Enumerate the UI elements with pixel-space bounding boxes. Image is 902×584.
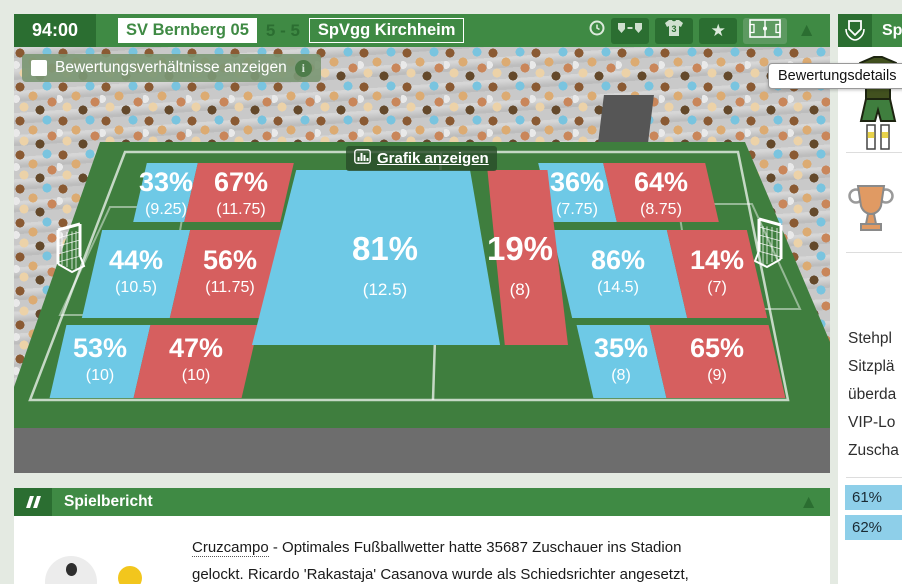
goal-left	[50, 220, 90, 276]
report-line-2: gelockt. Ricardo 'Rakastaja' Casanova wu…	[192, 566, 689, 583]
report-header: Spielbericht ▲	[14, 488, 830, 516]
show-graph-button[interactable]: Grafik anzeigen	[346, 146, 497, 171]
show-graph-label: Grafik anzeigen	[377, 150, 489, 167]
pitch-view-button[interactable]	[743, 17, 788, 44]
home-team-name: SV Bernberg 05	[118, 18, 257, 43]
sidebar-title: Sp	[882, 21, 902, 39]
star-icon: ★	[710, 21, 726, 40]
shields-icon	[617, 21, 643, 40]
collapse-panel-icon[interactable]: ▲	[797, 20, 816, 41]
zone-center	[252, 170, 568, 345]
divider	[846, 252, 902, 253]
jersey-number: 3	[672, 24, 677, 34]
stat-label-standing: Stehpl	[848, 330, 892, 347]
lineup-button[interactable]: 3	[655, 17, 694, 44]
divider	[846, 477, 902, 478]
zone-stat: 14% (7)	[689, 245, 745, 297]
stat-label-seats: Sitzplä	[848, 358, 895, 375]
bar-chart-icon	[354, 148, 371, 169]
zone-stat: 44% (10.5)	[108, 245, 164, 297]
info-icon[interactable]: i	[294, 59, 312, 77]
report-title: Spielbericht	[64, 493, 153, 510]
percent-badge: 62%	[845, 515, 902, 540]
trophy-icon	[848, 180, 894, 239]
divider	[846, 152, 902, 153]
zone-stat: 47% (10)	[168, 333, 224, 385]
match-clock: 94:00	[14, 14, 96, 47]
tooltip: Bewertungsdetails	[768, 63, 902, 89]
weather-sun-icon	[118, 566, 142, 584]
zone-stat: 33% (9.25)	[138, 167, 194, 219]
right-sidebar: Sp Stehpl Sitzplä überda VIP-Lo Zuscha 6…	[838, 14, 902, 584]
zone-stat: 53% (10)	[72, 333, 128, 385]
zone-stat: 36% (7.75)	[549, 167, 605, 219]
shield-icon	[838, 14, 872, 47]
stat-label-attendance: Zuscha	[848, 442, 899, 459]
zone-stat: 67% (11.75)	[213, 167, 269, 219]
result-button[interactable]	[611, 17, 650, 44]
clock-icon	[589, 20, 605, 41]
report-line-1: Cruzcampo - Optimales Fußballwetter hatt…	[192, 539, 682, 557]
stadium-wall	[14, 428, 830, 473]
scoreboard-bar: 94:00 SV Bernberg 05 5 - 5 SpVgg Kirchhe…	[14, 14, 830, 47]
percent-badge: 61%	[845, 485, 902, 510]
zone-stat: 65% (9)	[689, 333, 745, 385]
report-collapse-icon[interactable]: ▲	[799, 491, 818, 513]
match-score: 5 - 5	[265, 20, 300, 40]
zone-stat: 86% (14.5)	[590, 245, 646, 297]
sidebar-header: Sp	[838, 14, 902, 47]
goal-right	[749, 215, 789, 271]
quote-icon	[14, 488, 52, 516]
report-avatar	[45, 556, 97, 584]
ratings-checkbox-row: Bewertungsverhältnisse anzeigen i	[22, 54, 321, 82]
report-text: Cruzcampo - Optimales Fußballwetter hatt…	[192, 534, 792, 584]
report-link[interactable]: Cruzcampo	[192, 539, 269, 557]
stadium-view: 33% (9.25) 67% (11.75) 44% (10.5) 56% (11.75…	[14, 47, 830, 473]
rating-button[interactable]: ★	[699, 17, 738, 44]
ratings-checkbox[interactable]	[31, 60, 47, 76]
report-body: Cruzcampo - Optimales Fußballwetter hatt…	[14, 516, 830, 584]
zone-stat: 64% (8.75)	[633, 167, 689, 219]
away-team-name: SpVgg Kirchheim	[308, 18, 465, 43]
zone-stat: 35% (8)	[593, 333, 649, 385]
ratings-checkbox-label: Bewertungsverhältnisse anzeigen	[55, 59, 287, 76]
stat-label-covered: überda	[848, 386, 897, 403]
pitch-icon	[749, 18, 781, 43]
zone-stat: 19% (8)	[486, 230, 554, 299]
zone-stat: 56% (11.75)	[202, 245, 258, 297]
zone-stat: 81% (12.5)	[351, 230, 419, 299]
jersey-icon: 3	[662, 19, 686, 42]
stat-label-vip: VIP-Lo	[848, 414, 896, 431]
